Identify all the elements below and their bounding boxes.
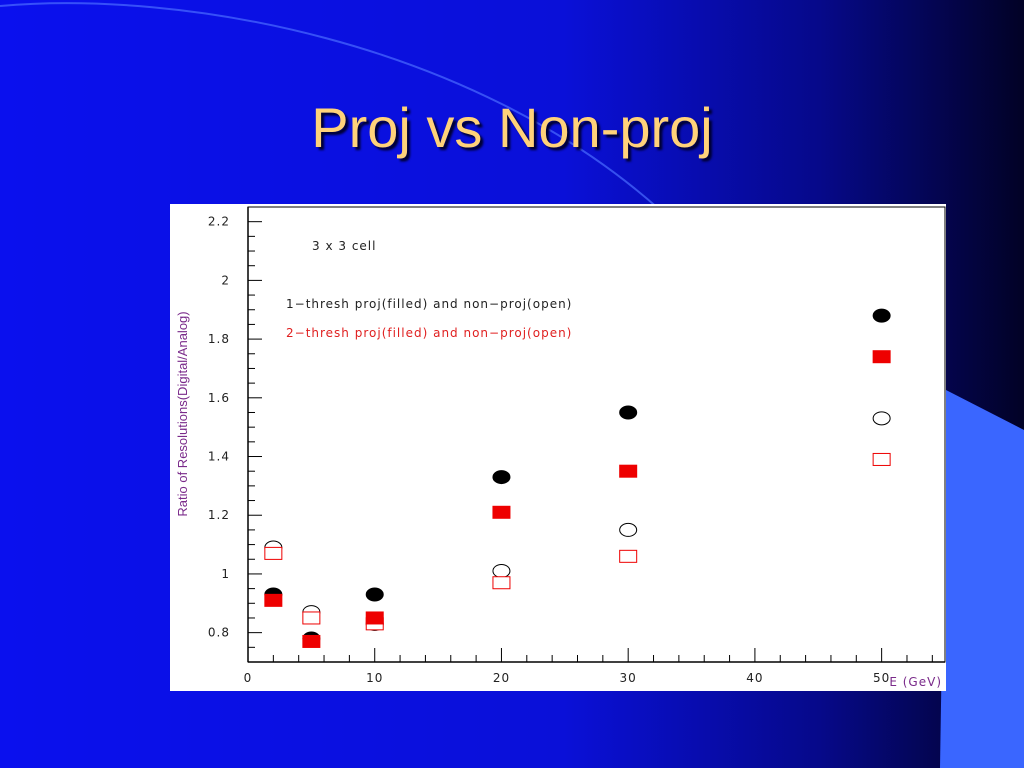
filled-square-point [872,350,891,364]
y-tick-label: 2.2 [208,215,230,229]
x-tick-label: 0 [244,671,253,685]
y-tick-label: 1.8 [208,332,230,346]
y-axis-title: Ratio of Resolutions(Digital/Analog) [175,311,190,516]
scatter-chart: 0.8 1 1.2 1.4 1.6 1.8 2 2.2 0 10 20 30 40 50 3 x 3 c… [175,206,946,689]
open-square-point [302,611,321,625]
open-square-point [492,576,511,590]
x-tick-label: 40 [746,671,763,685]
y-axis-ticks: 0.8 1 1.2 1.4 1.6 1.8 2 2.2 [208,206,262,648]
x-tick-label: 10 [366,671,383,685]
background-arc [0,2,661,211]
y-tick-label: 2 [221,273,230,287]
y-tick-label: 1 [221,567,230,581]
filled-square-point [302,634,321,648]
y-tick-label: 1.6 [208,391,230,405]
filled-circle-point [492,470,511,485]
x-axis-title: E (GeV) [889,675,942,689]
filled-square-point [365,611,384,625]
x-axis-ticks: 0 10 20 30 40 50 [244,648,933,685]
open-circle-point [492,564,511,578]
x-tick-label: 50 [873,671,890,685]
open-square-point [264,546,283,560]
open-circle-point [619,522,638,537]
y-tick-label: 1.4 [208,450,230,464]
annotation-cell-size: 3 x 3 cell [312,239,376,253]
annotation-2-thresh: 2−thresh proj(filled) and non−proj(open) [286,326,572,340]
background-accent-shape [940,390,1024,768]
chart-panel: 0.8 1 1.2 1.4 1.6 1.8 2 2.2 0 10 20 30 40 50 3 x 3 c… [170,204,946,691]
open-circle-point [872,411,891,426]
slide-title: Proj vs Non-proj [311,96,713,159]
filled-circle-point [872,308,891,323]
filled-square-point [619,464,638,478]
y-tick-label: 1.2 [208,508,230,522]
filled-circle-point [619,405,638,420]
plot-frame [247,206,946,663]
filled-square-point [492,505,511,519]
open-square-point [619,549,638,563]
annotation-1-thresh: 1−thresh proj(filled) and non−proj(open) [286,297,572,311]
x-tick-label: 20 [493,671,510,685]
y-tick-label: 0.8 [208,626,230,640]
filled-square-point [264,593,283,607]
data-markers [264,308,891,648]
open-square-point [872,452,891,466]
filled-circle-point [365,587,384,602]
x-tick-label: 30 [620,671,637,685]
